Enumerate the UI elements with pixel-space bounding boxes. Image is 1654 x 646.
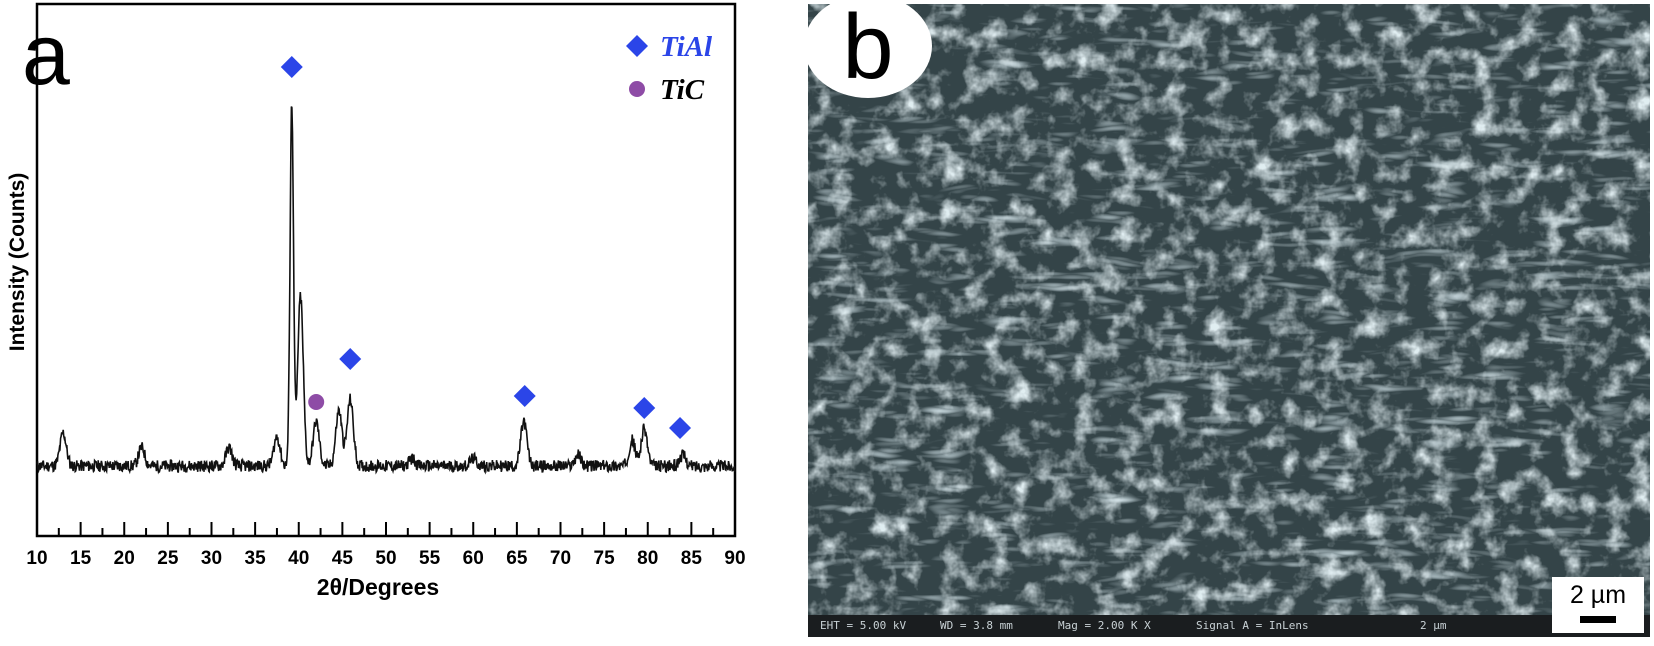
- mag-readout: Mag = 2.00 K X: [1058, 619, 1151, 632]
- sem-info-bar: EHT = 5.00 kV WD = 3.8 mm Mag = 2.00 K X…: [808, 615, 1650, 637]
- y-axis-label: Intensity (Counts): [6, 173, 29, 352]
- panel-label-a: a: [22, 7, 70, 103]
- plot-frame: [35, 2, 737, 538]
- signal-readout: Signal A = InLens: [1196, 619, 1309, 632]
- x-axis-label: 2θ/Degrees: [317, 574, 439, 600]
- tial-peak-marker: [633, 397, 656, 419]
- x-tick-label: 15: [70, 548, 92, 569]
- legend: TiAl TiC: [626, 31, 713, 106]
- sem-image: [808, 4, 1650, 637]
- tial-legend-marker: [626, 35, 648, 57]
- x-tick-label: 70: [550, 548, 571, 569]
- x-tick-label: 60: [463, 548, 484, 569]
- xrd-chart: 10 15 20 25 30 35 40 45 50 55 60 65 70 75 80 85 90 TiAlT…: [6, 2, 746, 600]
- x-tick-label: 50: [375, 548, 396, 569]
- xrd-panel: 10 15 20 25 30 35 40 45 50 55 60 65 70 75 80 85 90 TiAl T…: [0, 0, 800, 641]
- mini-scale-label: 2 µm: [1420, 619, 1447, 632]
- scale-bar-label: 2 µm: [1569, 581, 1627, 609]
- sem-micrograph-panel: b EHT = 5.00 kV WD = 3.8 mm Mag = 2.00 K…: [808, 4, 1650, 637]
- x-tick-label: 75: [594, 548, 616, 569]
- x-tick-label: 55: [419, 548, 441, 569]
- x-tick-label: 45: [332, 548, 354, 569]
- legend-label-tic: TiC: [660, 74, 705, 106]
- eht-readout: EHT = 5.00 kV: [820, 619, 907, 632]
- fracture-texture: [808, 4, 1650, 637]
- x-tick-label: 10: [26, 548, 47, 569]
- legend-label-tial: TiAl: [660, 31, 713, 63]
- tial-peak-marker: [339, 348, 362, 370]
- x-tick-label: 25: [157, 548, 179, 569]
- x-tick-label: 90: [724, 548, 745, 569]
- tial-peak-marker: [280, 56, 303, 78]
- scale-bar: [1580, 616, 1616, 623]
- peak-markers: [280, 56, 692, 439]
- x-tick-label: 30: [201, 548, 222, 569]
- x-ticks: [36, 522, 736, 536]
- tic-legend-marker: [629, 81, 645, 97]
- scale-bar-box: 2 µm: [1552, 577, 1644, 633]
- tial-peak-marker: [669, 417, 692, 439]
- panel-label-b-background: [808, 4, 932, 98]
- xrd-pattern-line: [36, 106, 736, 475]
- x-tick-label: 65: [506, 548, 528, 569]
- x-tick-label: 35: [245, 548, 267, 569]
- x-tick-labels: 10 15 20 25 30 35 40 45 50 55 60 65 70 75 80 85 90: [26, 548, 745, 569]
- tic-peak-marker: [308, 394, 325, 410]
- x-tick-label: 85: [681, 548, 703, 569]
- x-tick-label: 20: [114, 548, 135, 569]
- wd-readout: WD = 3.8 mm: [940, 619, 1013, 632]
- tial-peak-marker: [513, 385, 536, 407]
- x-tick-label: 40: [288, 548, 309, 569]
- panel-label-b: b: [842, 4, 894, 98]
- x-tick-label: 80: [637, 548, 658, 569]
